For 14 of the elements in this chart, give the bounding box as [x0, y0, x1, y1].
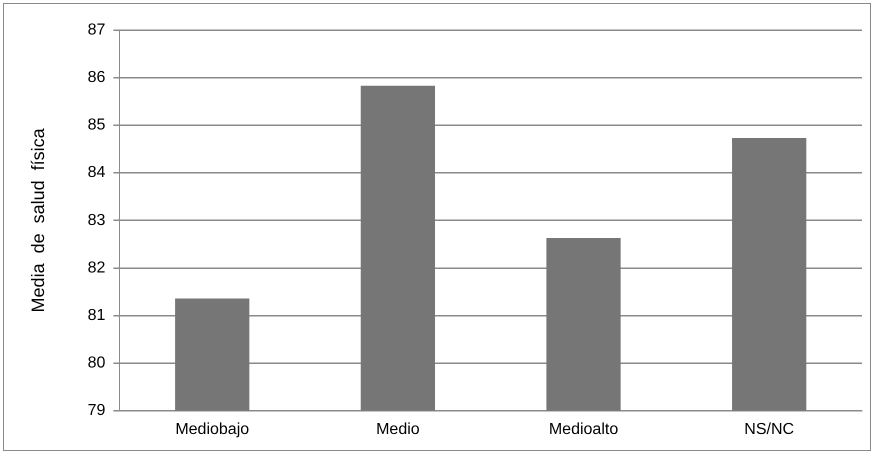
- x-tick-label: NS/NC: [744, 420, 794, 438]
- y-tick-label: 83: [88, 212, 106, 229]
- y-tick-label: 79: [88, 402, 106, 420]
- x-tick-label: Medioalto: [548, 420, 618, 438]
- y-tick-label: 85: [88, 116, 106, 134]
- y-tick-label: 82: [88, 259, 106, 276]
- y-tick-label: 80: [88, 354, 106, 372]
- y-tick-label: 81: [88, 307, 106, 324]
- y-tick-label: 86: [88, 69, 106, 86]
- x-tick-label: Mediobajo: [175, 420, 250, 438]
- y-axis-title: Media de salud física: [28, 127, 48, 312]
- x-tick-label: Medio: [376, 420, 420, 438]
- y-tick-label: 87: [88, 21, 106, 38]
- y-tick-label: 84: [88, 164, 106, 182]
